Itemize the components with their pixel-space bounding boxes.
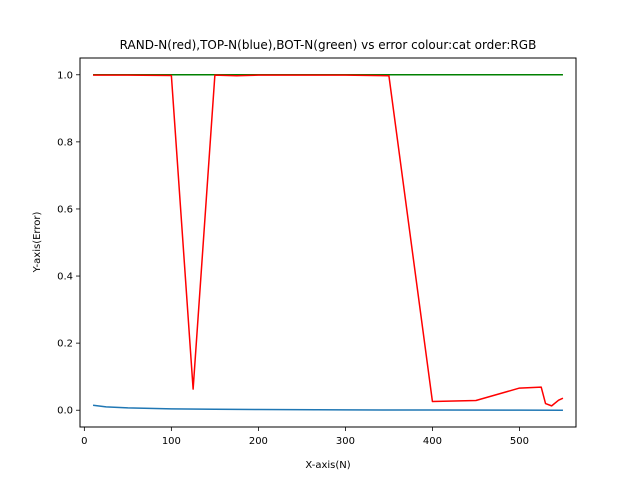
series-layer	[92, 74, 564, 411]
y-tick-label: 0.6	[57, 204, 73, 215]
series-line-top-n	[92, 404, 563, 411]
plot-frame	[79, 57, 577, 428]
y-tick-label: 0.4	[57, 272, 73, 283]
series-line-rand-n	[93, 74, 564, 407]
x-axis-label: X-axis(N)	[305, 460, 350, 471]
x-tick-label: 100	[162, 436, 181, 447]
y-axis-label: Y-axis(Error)	[32, 212, 43, 274]
x-tick-label: 300	[336, 436, 355, 447]
chart-title: RAND-N(red),TOP-N(blue),BOT-N(green) vs …	[120, 38, 537, 52]
y-tick-label: 0.8	[57, 137, 73, 148]
y-tick-label: 1.0	[57, 70, 73, 81]
x-tick-label: 400	[423, 436, 442, 447]
x-axis-ticks: 0 100 200 300 400 500	[81, 427, 529, 447]
x-tick-label: 0	[81, 436, 87, 447]
x-tick-label: 200	[249, 436, 268, 447]
y-tick-label: 0.0	[57, 406, 73, 417]
y-axis-ticks: 0.0 0.2 0.4 0.6 0.8 1.0	[57, 70, 80, 417]
x-tick-label: 500	[510, 436, 529, 447]
y-tick-label: 0.2	[57, 339, 73, 350]
